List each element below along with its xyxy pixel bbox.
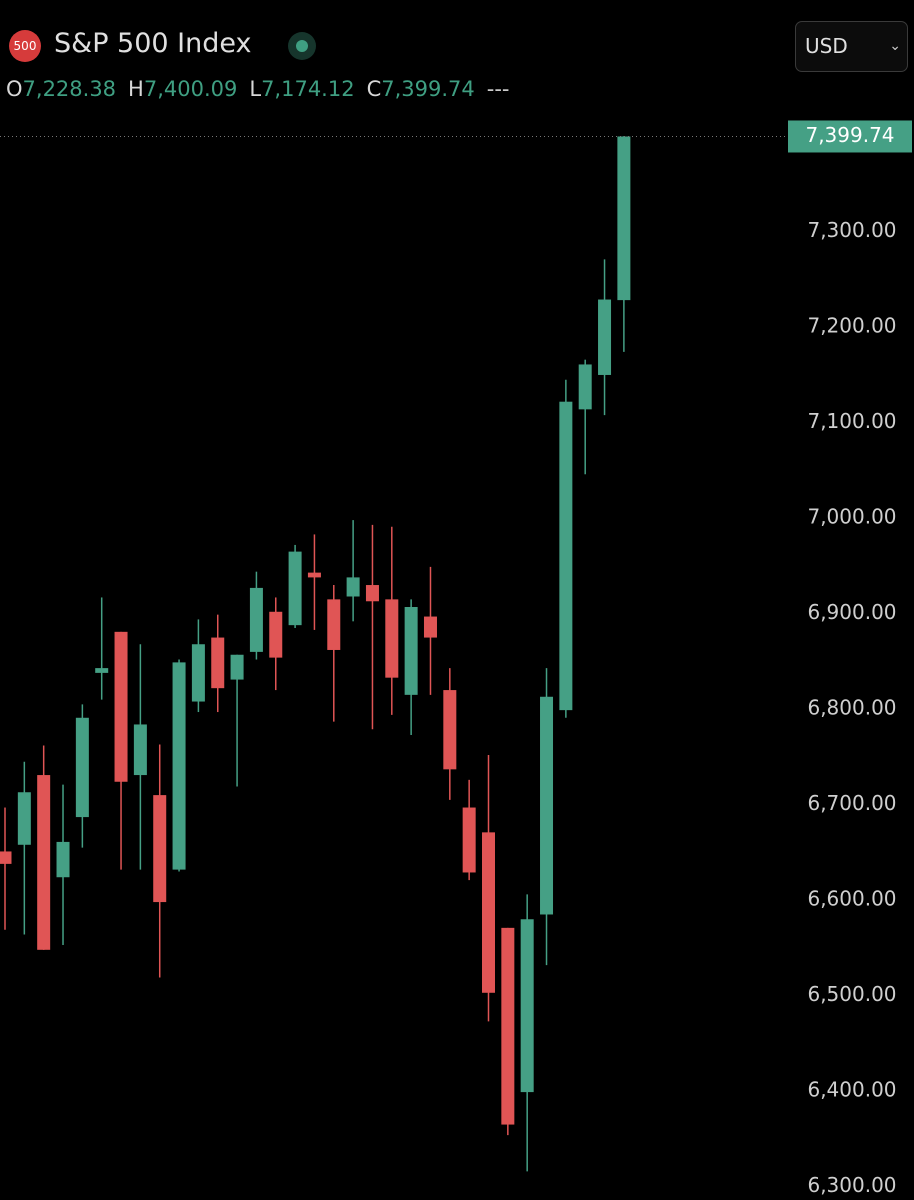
y-tick-label: 6,800.00 xyxy=(807,696,896,720)
candle-body xyxy=(56,841,70,878)
candle-body xyxy=(133,724,147,776)
candle-body xyxy=(520,919,534,1093)
candle-body xyxy=(540,696,554,915)
candle-body xyxy=(269,611,283,658)
y-tick-label: 6,600.00 xyxy=(807,887,896,911)
y-tick-label: 6,300.00 xyxy=(807,1173,896,1197)
candle-body xyxy=(598,299,612,375)
candle-body xyxy=(172,662,186,870)
currency-label: USD xyxy=(805,34,848,58)
currency-select[interactable]: USD ⌄ xyxy=(795,21,908,72)
symbol-title[interactable]: S&P 500 Index xyxy=(54,28,252,59)
candle-body xyxy=(114,631,128,782)
chevron: ⌄ xyxy=(889,38,901,54)
y-tick-label: 7,000.00 xyxy=(807,505,896,529)
ohlc-value: 7,174.12 xyxy=(261,77,355,101)
ohlc-key: H xyxy=(128,77,144,101)
ohlc-value: 7,399.74 xyxy=(381,77,475,101)
candle-body xyxy=(443,690,457,770)
candle-body xyxy=(385,599,399,678)
ohlc-legend: O7,228.38 H7,400.09 L7,174.12 C7,399.74 --- xyxy=(6,77,510,101)
candle-body xyxy=(501,927,515,1125)
candle-body xyxy=(327,599,341,650)
candle-body xyxy=(211,637,225,689)
candle-body xyxy=(153,795,167,903)
ohlc-change: --- xyxy=(486,77,510,101)
ohlc-key: O xyxy=(6,77,23,101)
candle-body xyxy=(559,401,573,711)
candle-body xyxy=(462,807,476,873)
candle-body xyxy=(95,668,109,673)
candle-body xyxy=(307,572,321,578)
header: 500 S&P 500 Index O7,228.38 H7,400.09 L7,1… xyxy=(0,0,914,120)
market-status xyxy=(288,32,316,60)
symbol-badge: 500 xyxy=(9,30,41,62)
ohlc-value: 7,400.09 xyxy=(143,77,238,101)
ohlc-key: L xyxy=(249,77,262,101)
y-tick-label: 7,100.00 xyxy=(807,409,896,433)
candle-body xyxy=(423,616,437,638)
last-price-box xyxy=(788,120,912,153)
ohlc-key: C xyxy=(366,77,382,101)
y-tick-label: 7,300.00 xyxy=(807,218,896,242)
candle-body xyxy=(17,792,31,845)
last-price-label: 7,399.74 xyxy=(805,123,894,147)
candle-body xyxy=(288,551,302,626)
candle-body xyxy=(0,851,12,864)
y-tick-label: 6,900.00 xyxy=(807,600,896,624)
candle-body xyxy=(191,644,205,702)
y-tick-label: 6,700.00 xyxy=(807,791,896,815)
candle-body xyxy=(365,585,379,602)
candle-body xyxy=(482,832,495,993)
ohlc-value: 7,228.38 xyxy=(22,77,117,101)
candle-body xyxy=(37,775,51,950)
candle-body xyxy=(404,607,418,695)
candle-body xyxy=(75,717,89,818)
candle-body xyxy=(346,577,360,597)
candle-body xyxy=(578,364,592,410)
y-tick-label: 6,500.00 xyxy=(807,982,896,1006)
y-tick-label: 6,400.00 xyxy=(807,1078,896,1102)
candle-body xyxy=(230,654,244,680)
candle-body xyxy=(617,136,631,301)
y-tick-label: 7,200.00 xyxy=(807,314,896,338)
candle-body xyxy=(249,587,263,652)
